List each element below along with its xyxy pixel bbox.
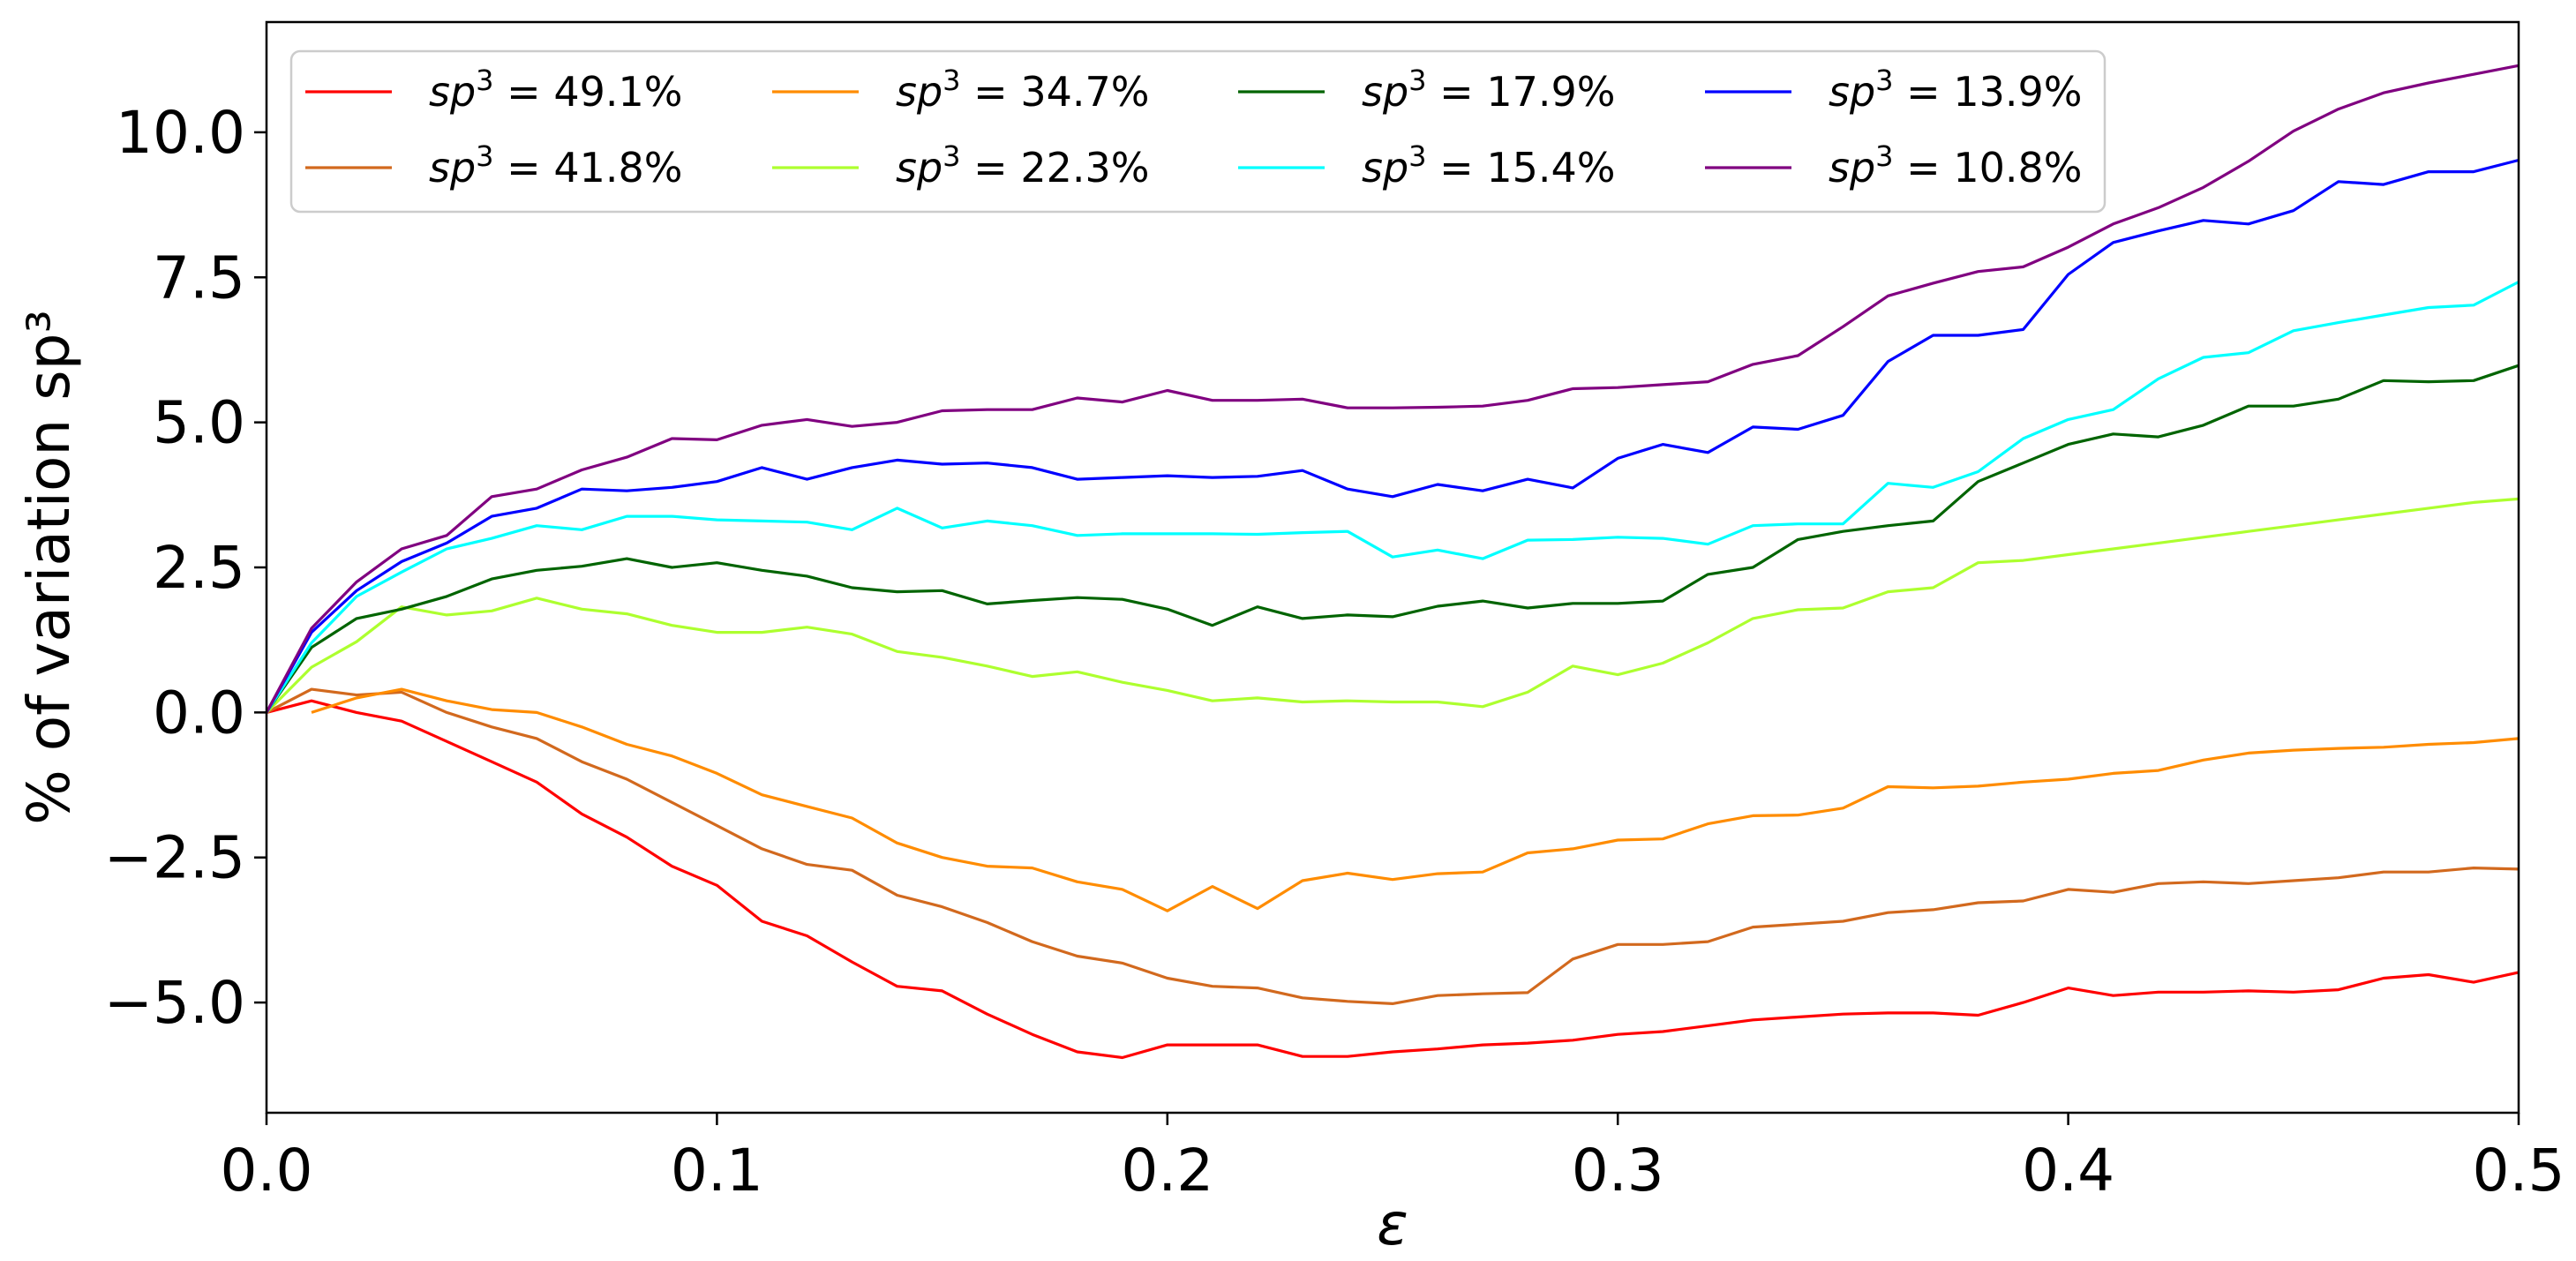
y-axis-label: % of variation sp³ — [15, 310, 83, 825]
series-line-8 — [265, 64, 2520, 714]
x-axis: 0.0 0.1 0.2 0.3 0.4 0.5 — [221, 1113, 2565, 1205]
legend-label-5: sp3 = 17.9% — [1362, 64, 1615, 116]
y-tick-label: 0.0 — [153, 679, 245, 747]
series-line-2 — [266, 687, 2520, 1005]
x-tick-label: 0.0 — [221, 1137, 313, 1205]
y-tick-label: 5.0 — [153, 389, 245, 457]
legend-label-4: sp3 = 22.3% — [896, 139, 1149, 191]
series-line-6 — [265, 281, 2520, 714]
legend: sp3 = 49.1% sp3 = 41.8% sp3 = 34.7% sp3 = 2… — [289, 49, 2107, 214]
series-line-5 — [265, 364, 2520, 714]
legend-label-3: sp3 = 34.7% — [896, 64, 1149, 116]
series-line-7 — [265, 158, 2520, 714]
legend-label-6: sp3 = 15.4% — [1362, 139, 1615, 191]
y-tick-label: 7.5 — [153, 244, 245, 311]
x-tick-label: 0.5 — [2473, 1137, 2565, 1205]
y-tick-label: −2.5 — [104, 824, 245, 892]
series-line-3 — [311, 687, 2520, 912]
x-axis-label: ε — [1377, 1190, 1408, 1258]
legend-box — [289, 49, 2107, 214]
y-axis: −5.0 −2.5 0.0 2.5 5.0 7.5 10.0 — [104, 99, 267, 1037]
series-line-1 — [266, 699, 2520, 1060]
legend-label-1: sp3 = 49.1% — [429, 64, 682, 116]
x-tick-label: 0.2 — [1121, 1137, 1213, 1205]
x-tick-label: 0.4 — [2022, 1137, 2114, 1205]
y-tick-label: −5.0 — [104, 969, 245, 1037]
x-tick-label: 0.3 — [1572, 1137, 1664, 1205]
legend-label-7: sp3 = 13.9% — [1829, 64, 2082, 116]
legend-label-8: sp3 = 10.8% — [1829, 139, 2082, 191]
x-tick-label: 0.1 — [671, 1137, 763, 1205]
series-line-4 — [265, 497, 2520, 714]
series-lines — [265, 64, 2520, 1060]
legend-label-2: sp3 = 41.8% — [429, 139, 682, 191]
y-tick-label: 10.0 — [116, 99, 245, 167]
legend-entries: sp3 = 49.1% sp3 = 41.8% sp3 = 34.7% sp3 = 2… — [305, 64, 2082, 191]
y-tick-label: 2.5 — [153, 534, 245, 602]
